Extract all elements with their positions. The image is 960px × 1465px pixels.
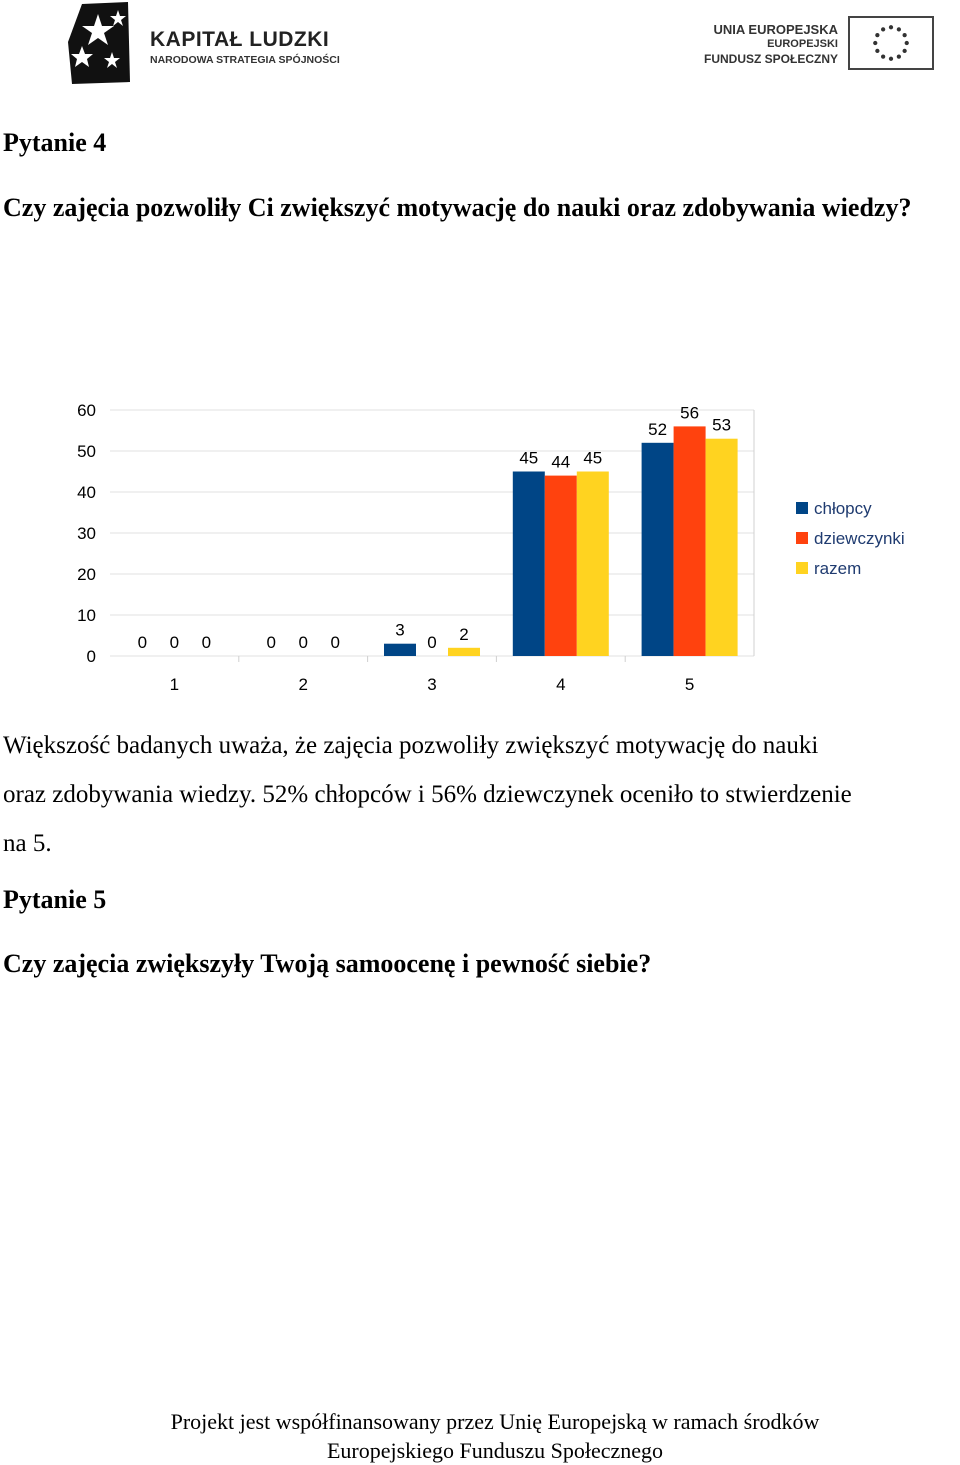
- y-tick-label: 30: [77, 524, 96, 543]
- bar-razem: [705, 438, 738, 656]
- question-4-text: Czy zajęcia pozwoliły Ci zwiększyć motyw…: [3, 193, 912, 222]
- y-tick-label: 0: [87, 647, 96, 666]
- eu-star: [888, 56, 894, 61]
- legend-swatch: [796, 532, 808, 544]
- eu-star: [896, 54, 901, 59]
- summary-line-1: Większość badanych uważa, że zajęcia poz…: [3, 732, 819, 759]
- legend-label: razem: [814, 559, 861, 578]
- eu-star: [873, 40, 878, 46]
- bar-dziewczynki: [673, 426, 706, 656]
- summary-line-3: na 5.: [3, 830, 52, 857]
- kapital-ludzki-logo: KAPITAŁ LUDZKI NARODOWA STRATEGIA SPÓJNO…: [68, 2, 358, 84]
- eu-star: [902, 48, 907, 53]
- kapital-ludzki-title: KAPITAŁ LUDZKI: [150, 28, 330, 51]
- eu-star: [881, 54, 886, 59]
- bar-dziewczynki: [544, 475, 577, 656]
- y-tick-label: 10: [77, 606, 96, 625]
- data-label: 45: [583, 449, 602, 468]
- footer-line-1: Projekt jest współfinansowany przez Unię…: [170, 1409, 820, 1434]
- y-tick-label: 20: [77, 565, 96, 584]
- y-tick-label: 60: [77, 401, 96, 420]
- data-label: 45: [519, 449, 538, 468]
- data-label: 0: [427, 633, 436, 652]
- x-tick-label: 5: [685, 675, 694, 694]
- eu-star: [888, 25, 894, 30]
- eu-logo-line3: FUNDUSZ SPOŁECZNY: [703, 52, 838, 66]
- kapital-ludzki-mark-icon: [68, 2, 130, 84]
- bar-chłopcy: [384, 643, 416, 656]
- eu-logo-line2: EUROPEJSKI: [767, 38, 838, 50]
- legend-label: chłopcy: [814, 499, 872, 518]
- eu-star: [875, 48, 880, 53]
- data-label: 3: [395, 621, 404, 640]
- kapital-ludzki-subtitle: NARODOWA STRATEGIA SPÓJNOŚCI: [150, 54, 340, 66]
- eu-star: [896, 27, 901, 32]
- x-tick-label: 2: [298, 675, 307, 694]
- footer-line-2: Europejskiego Funduszu Społecznego: [326, 1438, 664, 1463]
- eu-flag-icon: [848, 16, 934, 70]
- data-label: 56: [680, 403, 699, 422]
- eu-star: [875, 33, 880, 38]
- data-label: 0: [330, 633, 339, 652]
- legend-swatch: [796, 562, 808, 574]
- footer: Projekt jest współfinansowany przez Unię…: [0, 1407, 960, 1465]
- bar-chłopcy: [641, 442, 674, 656]
- question-5-heading: Pytanie 5: [3, 885, 107, 914]
- y-tick-label: 40: [77, 483, 96, 502]
- eu-logo: UNIA EUROPEJSKA EUROPEJSKI FUNDUSZ SPOŁE…: [694, 16, 934, 72]
- data-label: 2: [459, 625, 468, 644]
- bar-chłopcy: [512, 471, 545, 656]
- data-label: 0: [202, 633, 211, 652]
- eu-star: [902, 33, 907, 38]
- x-tick-label: 1: [170, 675, 179, 694]
- y-tick-label: 50: [77, 442, 96, 461]
- data-label: 52: [648, 420, 667, 439]
- data-label: 44: [551, 453, 570, 472]
- question-4-heading: Pytanie 4: [3, 128, 107, 157]
- x-tick-label: 4: [556, 675, 565, 694]
- summary-paragraph: Większość badanych uważa, że zajęcia poz…: [3, 721, 960, 868]
- question-5-text: Czy zajęcia zwiększyły Twoją samoocenę i…: [3, 949, 652, 978]
- legend-swatch: [796, 502, 808, 514]
- summary-line-2: oraz zdobywania wiedzy. 52% chłopców i 5…: [3, 781, 852, 808]
- bar-razem: [576, 471, 609, 656]
- eu-logo-text: UNIA EUROPEJSKA EUROPEJSKI FUNDUSZ SPOŁE…: [688, 22, 838, 67]
- data-label: 0: [266, 633, 275, 652]
- data-label: 0: [138, 633, 147, 652]
- legend-label: dziewczynki: [814, 529, 905, 548]
- eu-star: [881, 27, 886, 32]
- x-tick-label: 3: [427, 675, 436, 694]
- data-label: 0: [170, 633, 179, 652]
- data-label: 53: [712, 416, 731, 435]
- bar-razem: [448, 647, 480, 656]
- data-label: 0: [298, 633, 307, 652]
- eu-star: [904, 40, 909, 46]
- eu-logo-line1: UNIA EUROPEJSKA: [713, 22, 838, 37]
